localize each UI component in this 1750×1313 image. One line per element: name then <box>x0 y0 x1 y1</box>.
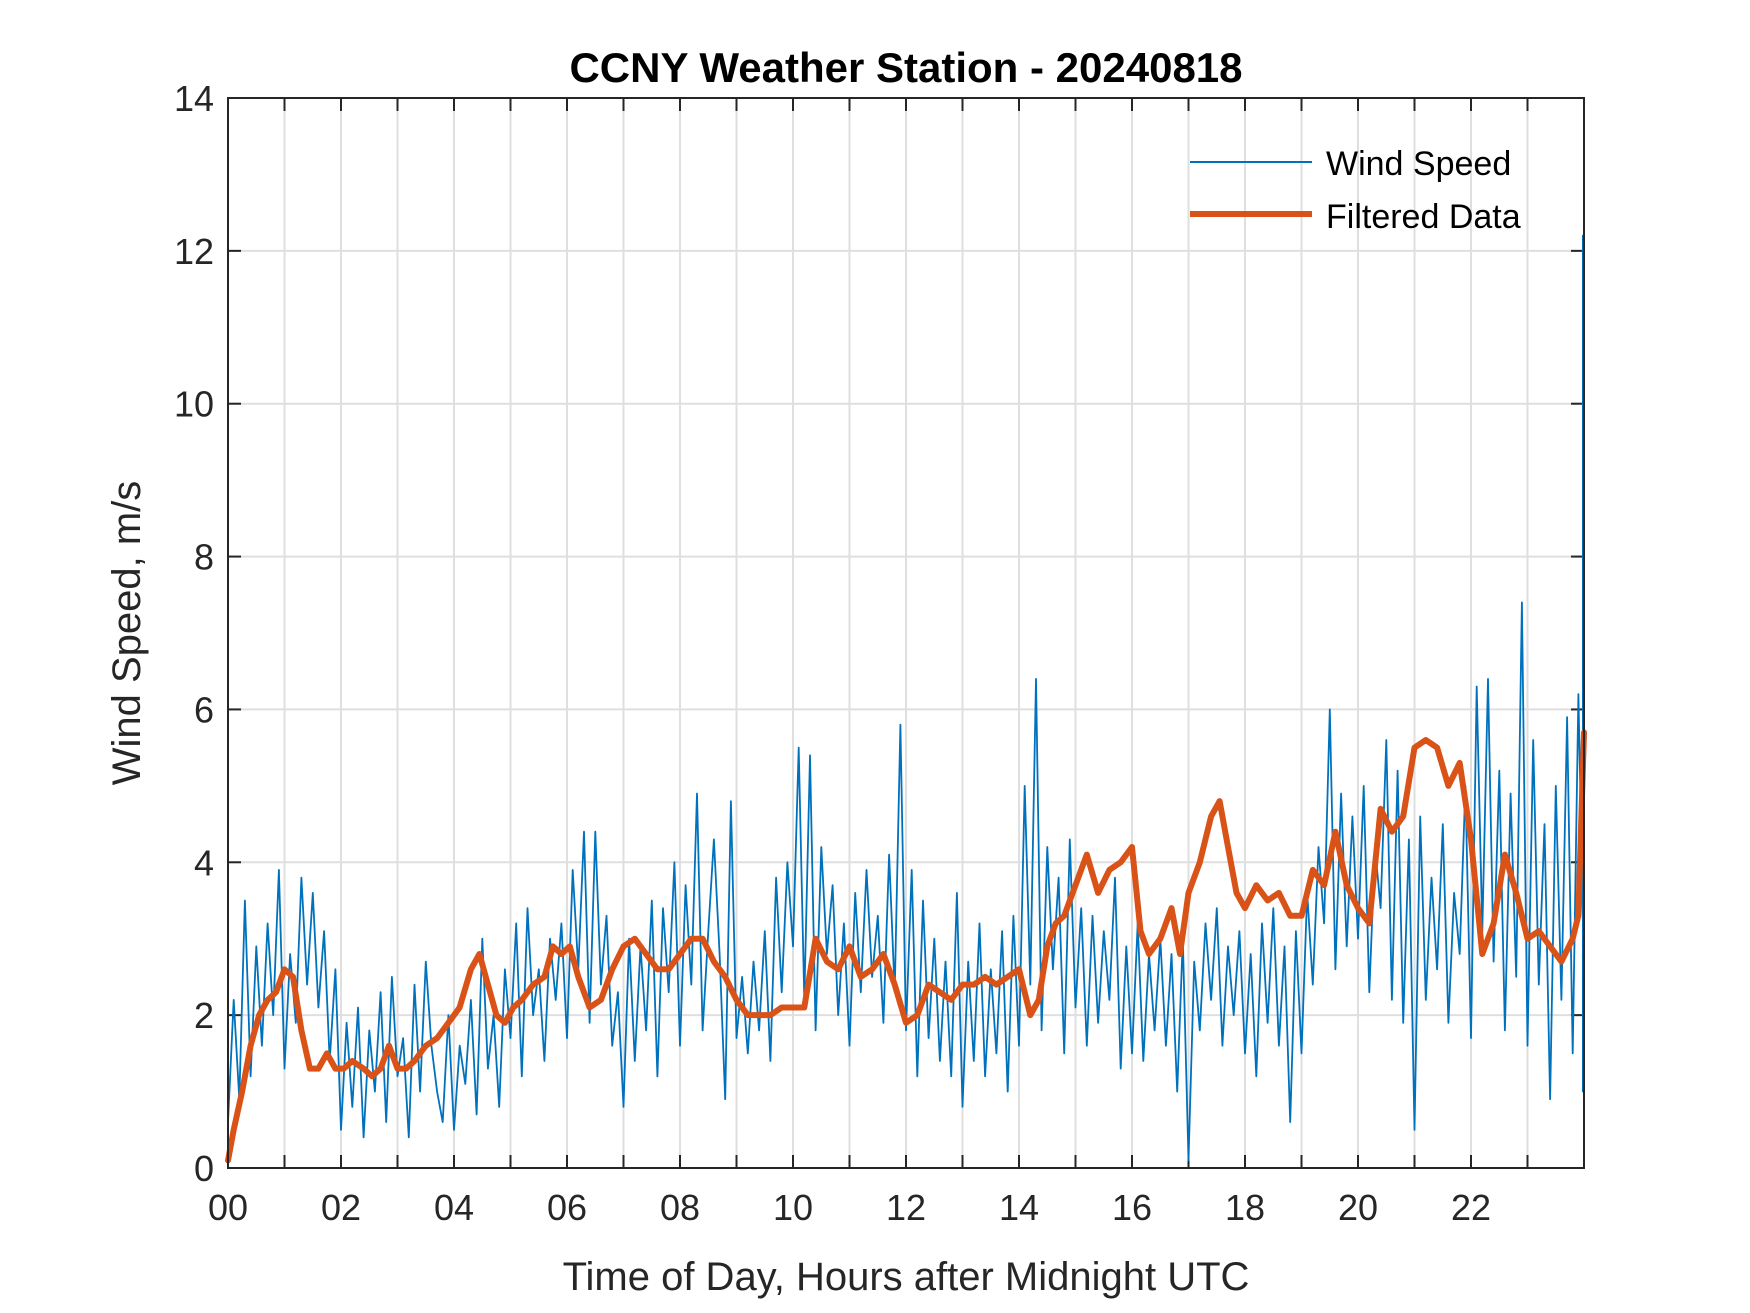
x-tick-label: 02 <box>321 1187 361 1228</box>
y-axis-label: Wind Speed, m/s <box>105 481 149 786</box>
x-tick-label: 16 <box>1112 1187 1152 1228</box>
y-tick-label: 6 <box>194 689 214 730</box>
y-tick-label: 10 <box>174 384 214 425</box>
y-tick-labels: 0 2 4 6 8 10 12 14 <box>174 78 214 1189</box>
y-tick-label: 14 <box>174 78 214 119</box>
x-axis-label: Time of Day, Hours after Midnight UTC <box>563 1255 1250 1299</box>
series-layer <box>225 234 1587 1164</box>
x-tick-label: 10 <box>773 1187 813 1228</box>
x-tick-labels: 00 02 04 06 08 10 12 14 16 18 20 22 <box>208 1187 1491 1228</box>
y-tick-label: 8 <box>194 537 214 578</box>
x-tick-label: 14 <box>999 1187 1039 1228</box>
series-line-filtered-data <box>225 729 1587 1164</box>
chart-title: CCNY Weather Station - 20240818 <box>569 44 1242 91</box>
legend-label-wind-speed: Wind Speed <box>1326 145 1511 183</box>
legend: Wind Speed Filtered Data <box>1190 145 1521 236</box>
x-tick-label: 18 <box>1225 1187 1265 1228</box>
axes-box <box>227 97 1585 1169</box>
legend-label-filtered-data: Filtered Data <box>1326 198 1521 236</box>
x-tick-label: 08 <box>660 1187 700 1228</box>
y-tick-label: 12 <box>174 231 214 272</box>
y-tick-label: 4 <box>194 842 214 883</box>
x-tick-label: 22 <box>1451 1187 1491 1228</box>
x-tick-label: 04 <box>434 1187 474 1228</box>
y-tick-label: 2 <box>194 995 214 1036</box>
x-tick-label: 20 <box>1338 1187 1378 1228</box>
y-tick-label: 0 <box>194 1148 214 1189</box>
x-tick-label: 00 <box>208 1187 248 1228</box>
x-tick-label: 12 <box>886 1187 926 1228</box>
x-tick-label: 06 <box>547 1187 587 1228</box>
